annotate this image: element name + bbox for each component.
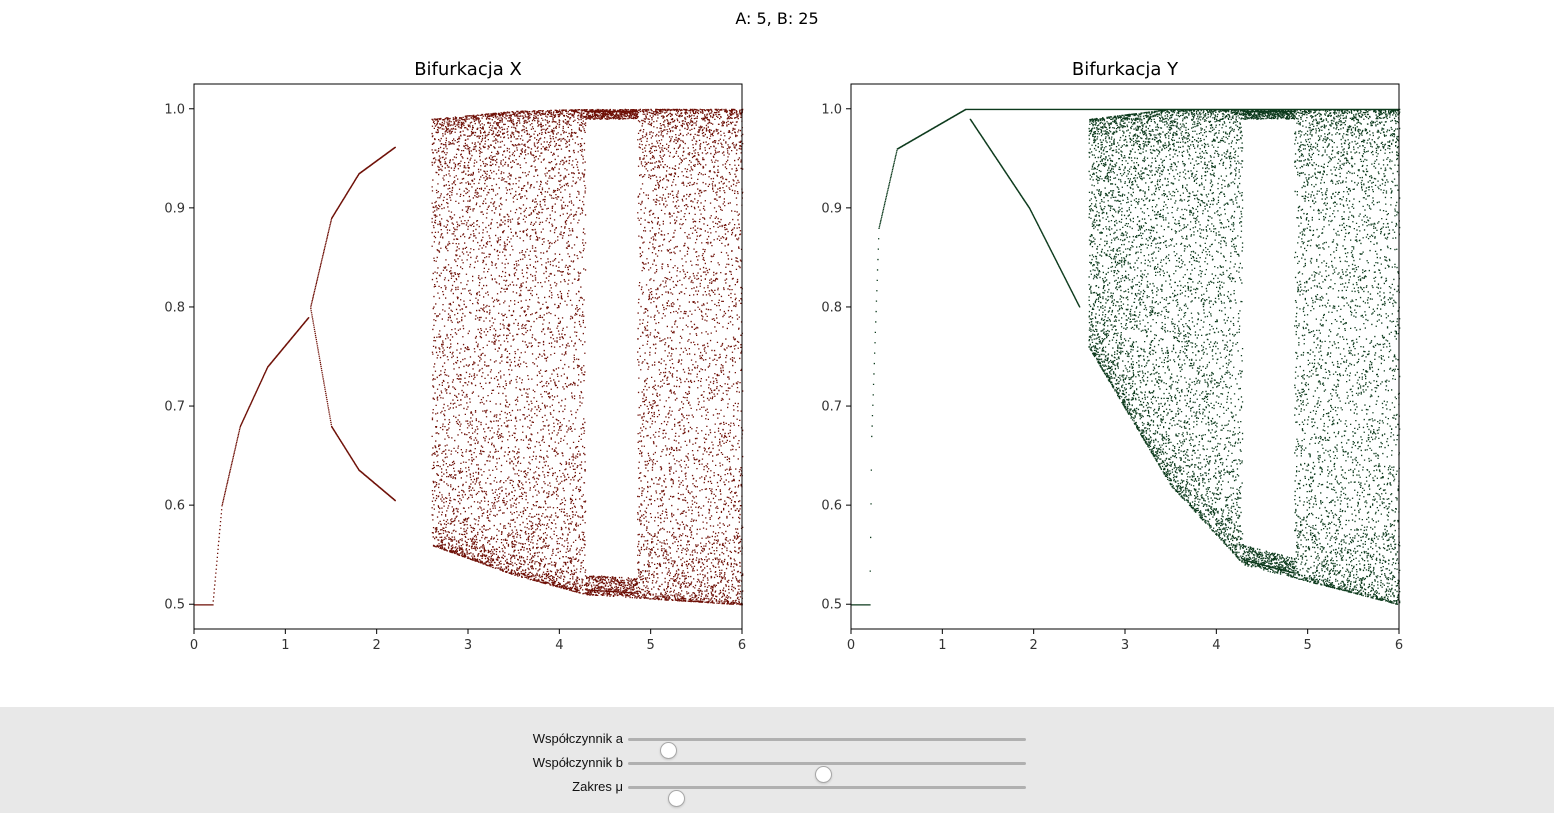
scatter-points bbox=[851, 108, 1401, 606]
slider-thumb-mu[interactable] bbox=[667, 790, 685, 807]
slider-thumb-a[interactable] bbox=[659, 742, 677, 759]
scatter-points bbox=[194, 108, 744, 606]
slider-row-mu: Zakres μ bbox=[0, 775, 1554, 807]
y-tick-label: 1.0 bbox=[821, 102, 842, 117]
y-tick-label: 0.6 bbox=[164, 499, 185, 514]
figure-canvas: Bifurkacja X 0 1 2 3 4 5 6 0.5 0.6 0.7 0.8 0.9 1.0 Bi… bbox=[164, 59, 1403, 653]
y-tick-label: 0.8 bbox=[821, 300, 842, 315]
plot-title: Bifurkacja Y bbox=[1072, 59, 1179, 80]
y-tick-label: 1.0 bbox=[164, 102, 185, 117]
x-tick-label: 4 bbox=[555, 638, 563, 653]
y-tick-label: 0.9 bbox=[821, 201, 842, 216]
slider-row-b: Współczynnik b bbox=[0, 751, 1554, 783]
slider-label-a: Współczynnik a bbox=[532, 731, 623, 746]
axes-frame bbox=[850, 83, 1400, 630]
y-tick-label: 0.5 bbox=[821, 598, 842, 613]
x-tick-label: 0 bbox=[190, 638, 198, 653]
x-tick-label: 5 bbox=[647, 638, 655, 653]
y-tick-label: 0.7 bbox=[164, 400, 185, 415]
y-tick-label: 0.9 bbox=[164, 201, 185, 216]
figure-suptitle: A: 5, B: 25 bbox=[735, 9, 819, 28]
slider-label-mu: Zakres μ bbox=[572, 779, 623, 794]
x-tick-label: 6 bbox=[738, 638, 746, 653]
slider-track-b[interactable] bbox=[628, 762, 1026, 783]
y-tick-label: 0.6 bbox=[821, 499, 842, 514]
plot-bifurkacja-x: Bifurkacja X 0 1 2 3 4 5 6 0.5 0.6 0.7 0.8 0.9 1.0 bbox=[164, 59, 746, 653]
x-tick-label: 3 bbox=[1121, 638, 1129, 653]
x-tick-label: 1 bbox=[281, 638, 289, 653]
x-tick-label: 2 bbox=[373, 638, 381, 653]
y-tick-label: 0.5 bbox=[164, 598, 185, 613]
x-tick-label: 6 bbox=[1395, 638, 1403, 653]
y-tick-label: 0.7 bbox=[821, 400, 842, 415]
slider-row-a: Współczynnik a bbox=[0, 727, 1554, 759]
slider-thumb-b[interactable] bbox=[815, 766, 833, 783]
plot-bifurkacja-y: Bifurkacja Y 0 1 2 3 4 5 6 0.5 0.6 0.7 0.8 0.9 1.0 bbox=[821, 59, 1403, 653]
slider-track-a[interactable] bbox=[628, 738, 1026, 759]
plot-title: Bifurkacja X bbox=[414, 59, 522, 80]
x-tick-label: 3 bbox=[464, 638, 472, 653]
y-tick-label: 0.8 bbox=[164, 300, 185, 315]
x-tick-label: 1 bbox=[938, 638, 946, 653]
slider-panel: Współczynnik a Współczynnik b Zakres μ bbox=[0, 707, 1554, 813]
x-tick-label: 5 bbox=[1304, 638, 1312, 653]
x-tick-label: 0 bbox=[847, 638, 855, 653]
x-tick-label: 4 bbox=[1212, 638, 1220, 653]
x-tick-label: 2 bbox=[1030, 638, 1038, 653]
slider-track-mu[interactable] bbox=[628, 786, 1026, 807]
slider-label-b: Współczynnik b bbox=[532, 755, 623, 770]
